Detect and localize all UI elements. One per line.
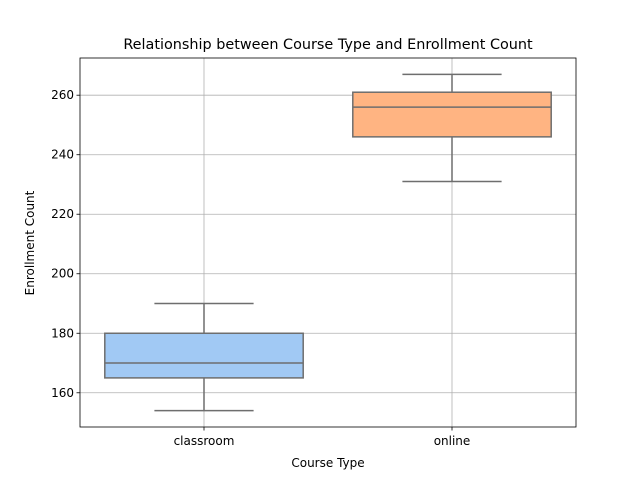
chart-title: Relationship between Course Type and Enr…: [123, 37, 533, 53]
x-axis-label: Course Type: [291, 456, 364, 470]
x-tick-label: online: [434, 434, 471, 448]
iqr-box: [352, 91, 552, 138]
box-classroom: [104, 302, 304, 412]
y-tick-label: 200: [51, 267, 74, 281]
plot-area: 160 180 200 220 240 260 classroom online: [51, 57, 577, 448]
axes-frame: [79, 57, 577, 428]
y-tick-label: 240: [51, 148, 74, 162]
y-tick-label: 260: [51, 88, 74, 102]
y-tick-label: 180: [51, 326, 74, 340]
y-tick-label: 220: [51, 207, 74, 221]
y-tick-label: 160: [51, 386, 74, 400]
y-axis-label: Enrollment Count: [23, 190, 37, 295]
box-online: [352, 73, 552, 183]
x-tick-label: classroom: [174, 434, 235, 448]
iqr-box: [104, 332, 304, 379]
